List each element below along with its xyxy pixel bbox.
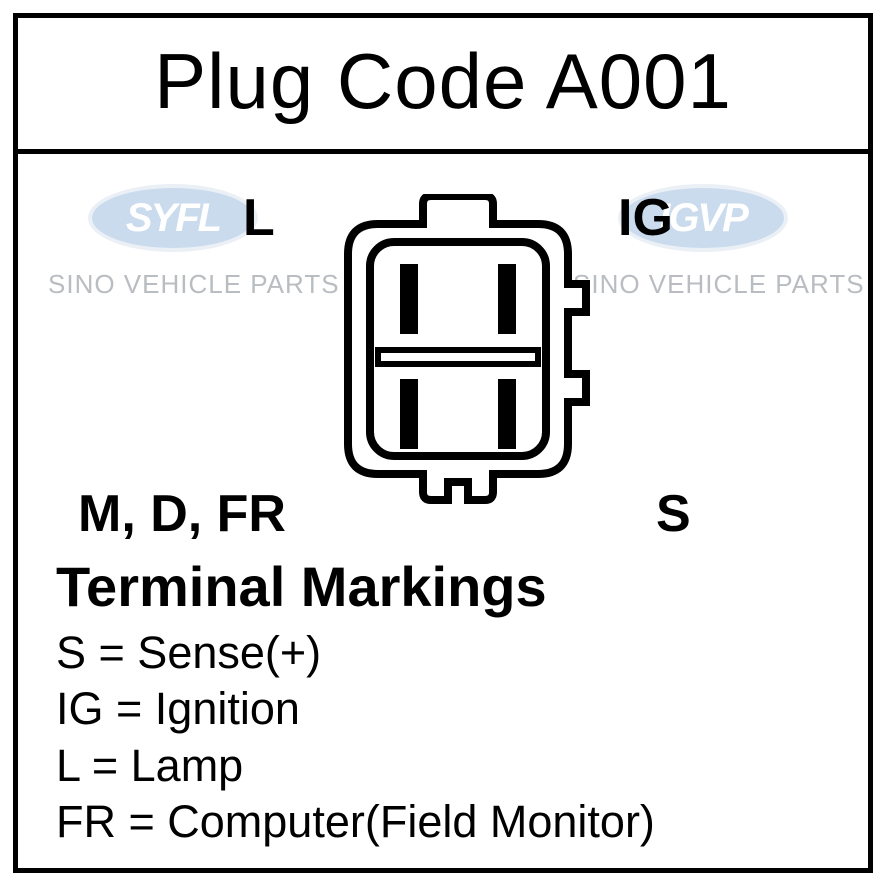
pin-label-S: S [656,484,691,544]
legend-area: Terminal Markings S = Sense(+) IG = Igni… [18,554,868,860]
header: Plug Code A001 [18,18,868,154]
watermark-caption-right: SINO VEHICLE PARTS [573,269,865,300]
page-title: Plug Code A001 [18,36,868,127]
legend-item-3: FR = Computer(Field Monitor) [56,794,830,850]
legend-item-2: L = Lamp [56,738,830,794]
watermark-logo-left-text: SYFL [126,196,220,241]
pin-label-MDFR: M, D, FR [78,484,286,544]
diagram-area: SYFL SINO VEHICLE PARTS IGVP SINO VEHICL… [18,154,868,554]
pin-label-IG: IG [618,188,673,248]
connector-icon [308,194,608,504]
pin-label-L: L [243,188,275,248]
watermark-caption-left: SINO VEHICLE PARTS [48,269,340,300]
legend-item-1: IG = Ignition [56,681,830,737]
legend-heading: Terminal Markings [56,554,830,619]
legend-item-0: S = Sense(+) [56,625,830,681]
diagram-frame: Plug Code A001 SYFL SINO VEHICLE PARTS I… [13,13,873,873]
watermark-logo-left: SYFL [88,184,258,252]
